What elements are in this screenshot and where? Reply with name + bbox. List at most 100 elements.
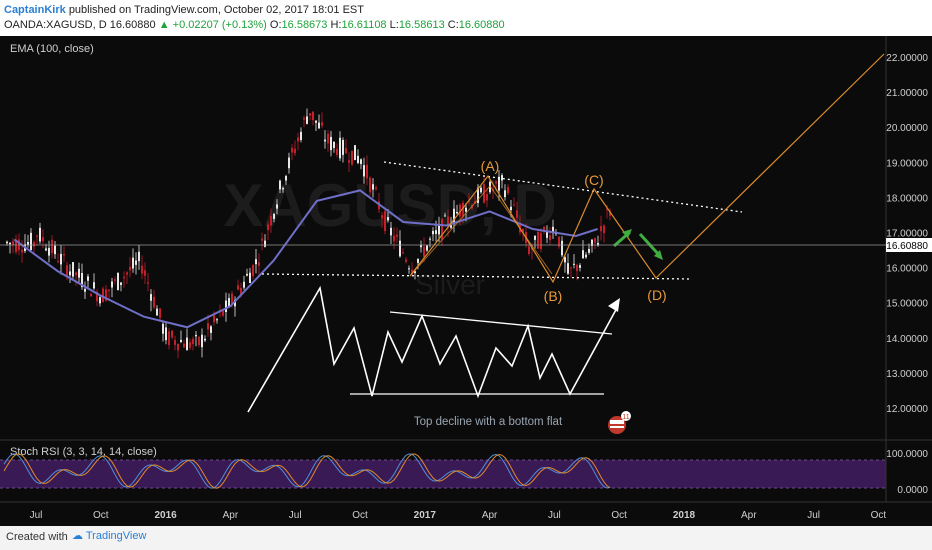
candle-body [132, 257, 134, 269]
candle-body [180, 339, 182, 342]
tradingview-brand[interactable]: TradingView [85, 530, 147, 542]
time-tick-label: 2016 [154, 510, 177, 521]
candle-body [33, 242, 35, 247]
candle-body [390, 227, 392, 236]
candle-body [510, 206, 512, 211]
candle-body [360, 159, 362, 164]
candle-body [156, 308, 158, 316]
upper-dotted-trendline[interactable] [383, 161, 743, 213]
candle-body [195, 335, 197, 337]
wave-label-b: (B) [544, 288, 563, 304]
candle-body [171, 330, 173, 338]
price-tick-label: 14.00000 [886, 334, 928, 345]
candle-body [588, 248, 590, 253]
symbol-label: OANDA:XAGUSD, D [4, 19, 107, 31]
candle-body [237, 285, 239, 290]
candle-body [288, 157, 290, 169]
candle-body [138, 251, 140, 262]
candle-body [63, 253, 65, 256]
price-tick-label: 12.00000 [886, 404, 928, 415]
candle-body [144, 270, 146, 276]
candles [6, 108, 611, 359]
candle-body [252, 265, 254, 277]
candle-body [366, 164, 368, 179]
price-tick-label: 19.00000 [886, 158, 928, 169]
candle-body [177, 343, 179, 351]
tradingview-logo-icon[interactable]: ☁ TradingView [72, 530, 147, 542]
pattern-sketch[interactable] [247, 285, 619, 413]
candle-body [594, 237, 596, 243]
candle-body [42, 237, 44, 242]
candle-body [540, 232, 542, 250]
candle-body [126, 272, 128, 275]
candle-body [462, 202, 464, 217]
candle-body [498, 176, 500, 191]
candle-body [6, 241, 8, 244]
close-value: 16.60880 [458, 19, 505, 31]
chart-header: CaptainKirk published on TradingView.com… [0, 0, 932, 36]
candle-body [192, 338, 194, 344]
candle-body [315, 120, 317, 123]
time-tick-label: 2017 [414, 510, 437, 521]
candle-body [39, 227, 41, 242]
candle-body [276, 204, 278, 209]
price-tick-label: 16.00000 [886, 264, 928, 275]
wave-path[interactable] [409, 53, 885, 284]
candle-body [78, 268, 80, 278]
candle-body [93, 282, 95, 289]
candle-body [183, 343, 185, 348]
candle-body [522, 229, 524, 233]
price-tick-label: 20.00000 [886, 123, 928, 134]
price-tick-label: 13.00000 [886, 369, 928, 380]
candle-body [198, 336, 200, 346]
candle-body [225, 300, 227, 313]
high-value: 16.61108 [341, 19, 387, 31]
candle-body [333, 141, 335, 148]
candle-body [285, 175, 287, 181]
time-tick-label: Oct [352, 510, 368, 521]
flag-icon[interactable]: 11 [608, 411, 631, 434]
candle-body [114, 279, 116, 281]
candle-body [273, 213, 275, 219]
candle-body [66, 265, 68, 277]
candle-body [441, 218, 443, 240]
candle-body [501, 175, 503, 181]
candle-body [576, 264, 578, 272]
candle-body [135, 260, 137, 265]
candle-body [387, 217, 389, 221]
time-tick-label: Apr [482, 510, 498, 521]
ema-label: EMA (100, close) [10, 43, 94, 55]
candle-body [603, 225, 605, 234]
candle-body [438, 224, 440, 235]
price-tick-label: 22.00000 [886, 53, 928, 64]
candle-body [228, 298, 230, 307]
candle-body [543, 226, 545, 231]
candle-body [123, 276, 125, 279]
candle-body [480, 187, 482, 193]
candle-body [447, 216, 449, 228]
candle-body [459, 204, 461, 217]
candle-body [141, 265, 143, 274]
candle-body [414, 271, 416, 274]
chart-area[interactable]: XAGUSD, D Silver EMA (100, close) Stoch … [0, 36, 932, 526]
candle-body [105, 289, 107, 301]
wave-label-d: (D) [647, 287, 666, 303]
candle-body [465, 207, 467, 212]
ema-line [13, 189, 598, 329]
chart-svg[interactable]: XAGUSD, D Silver EMA (100, close) Stoch … [0, 36, 932, 526]
candle-body [429, 238, 431, 240]
candle-body [51, 239, 53, 254]
created-with-text: Created with [6, 531, 68, 543]
candle-body [303, 117, 305, 120]
time-tick-label: Apr [741, 510, 757, 521]
candle-body [117, 273, 119, 290]
candle-body [108, 289, 110, 291]
wave-label-a: (A) [481, 158, 500, 174]
candle-body [243, 281, 245, 288]
candle-body [306, 116, 308, 124]
lower-dotted-trendline[interactable] [261, 273, 693, 280]
candle-body [99, 297, 101, 304]
candle-body [21, 249, 23, 253]
author-link[interactable]: CaptainKirk [4, 4, 66, 16]
candle-body [36, 235, 38, 237]
